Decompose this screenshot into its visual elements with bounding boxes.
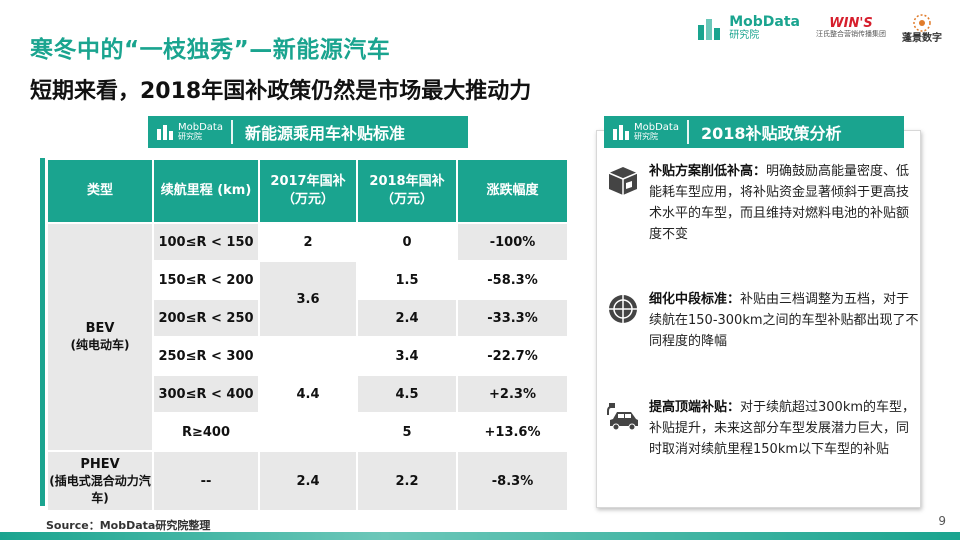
analysis-body: 对于续航超过300km的车型，补贴提升，未来这部分车型发展潜力巨大，同时取消对续… <box>649 400 916 457</box>
analysis-item: 细化中段标准：补贴由三档调整为五档，对于续航在150-300km之间的车型补贴都… <box>605 289 921 352</box>
y2017-cell: 2.4 <box>258 450 358 512</box>
badge-name: MobData <box>634 121 679 133</box>
panel-header-box: MobData 研究院 2018补贴政策分析 <box>604 116 904 148</box>
table-row: 150≤R < 200 3.6 1.5 -58.3% <box>47 260 569 338</box>
bev-sublabel: (纯电动车) <box>70 338 130 352</box>
range-cell: 100≤R < 150 <box>152 222 260 262</box>
y2017-cell: 3.6 <box>258 260 358 338</box>
penjing-logo-name: 蓬景数字 <box>902 32 942 44</box>
range-cell: -- <box>152 450 260 512</box>
logo-bar: MobData 研究院 WIN'S 汪氏整合营销传播集团 蓬景数字 <box>697 8 942 48</box>
badge-sub: 研究院 <box>178 132 202 142</box>
y2018-cell: 0 <box>356 222 458 262</box>
table-row: 300≤R < 400 4.5 +2.3% <box>47 374 569 414</box>
page-title: 寒冬中的“一枝独秀”—新能源汽车 <box>30 37 391 63</box>
page-subtitle: 短期来看，2018年国补政策仍然是市场最大推动力 <box>30 79 532 104</box>
change-cell: +13.6% <box>456 412 569 452</box>
table-row: BEV (纯电动车) 100≤R < 150 2 0 -100% <box>46 222 569 452</box>
col-header-2017: 2017年国补（万元） <box>258 158 358 224</box>
change-cell: +2.3% <box>456 374 569 414</box>
penjing-logo-icon <box>913 13 931 32</box>
mobdata-badge-icon <box>157 124 173 140</box>
wins-logo-sub: 汪氏整合营销传播集团 <box>816 30 886 39</box>
box-down-icon <box>608 167 638 195</box>
range-cell: 200≤R < 250 <box>152 298 260 338</box>
analysis-head: 提高顶端补贴： <box>649 400 741 415</box>
table-header-row: 类型 续航里程 (km) 2017年国补（万元） 2018年国补（万元） 涨跌幅… <box>46 158 569 224</box>
badge-sub: 研究院 <box>634 132 658 142</box>
range-cell: 250≤R < 300 <box>152 336 260 376</box>
table-header-box: MobData 研究院 新能源乘用车补贴标准 <box>148 116 468 148</box>
col-header-2018: 2018年国补（万元） <box>356 158 458 224</box>
crosshair-icon <box>607 293 639 325</box>
analysis-head: 细化中段标准： <box>649 292 741 307</box>
change-cell: -100% <box>456 222 569 262</box>
y2018-cell: 2.2 <box>356 450 458 512</box>
col-header-change: 涨跌幅度 <box>456 158 569 224</box>
table-row: PHEV (插电式混合动力汽车) -- 2.4 2.2 -8.3% <box>46 450 569 512</box>
phev-label: PHEV <box>80 456 120 472</box>
type-cell-phev: PHEV (插电式混合动力汽车) <box>46 450 154 512</box>
analysis-panel: 补贴方案削低补高：明确鼓励高能量密度、低能耗车型应用，将补贴资金显著倾斜于更高技… <box>596 130 921 508</box>
analysis-body: 明确鼓励高能量密度、低能耗车型应用，将补贴资金显著倾斜于更高技术水平的车型，而且… <box>649 164 910 242</box>
y2018-cell: 3.4 <box>356 336 458 376</box>
table-row: 250≤R < 300 4.4 3.4 -22.7% <box>47 336 569 452</box>
mobdata-logo-sub: 研究院 <box>729 30 760 42</box>
y2018-cell: 1.5 <box>356 260 458 300</box>
type-cell-bev: BEV (纯电动车) <box>46 222 154 452</box>
analysis-body: 补贴由三档调整为五档，对于续航在150-300km之间的车型补贴都出现了不同程度… <box>649 292 919 349</box>
analysis-head: 补贴方案削低补高： <box>649 164 767 179</box>
table-header-badge: MobData 研究院 <box>148 121 231 142</box>
wins-logo-name: WIN'S <box>829 16 873 31</box>
header-separator <box>686 120 689 144</box>
change-cell: -58.3% <box>456 260 569 300</box>
y2017-cell: 2 <box>258 222 358 262</box>
change-cell: -22.7% <box>456 336 569 376</box>
penjing-logo: 蓬景数字 <box>902 13 942 44</box>
y2018-cell: 4.5 <box>356 374 458 414</box>
header-separator <box>230 120 233 144</box>
subsidy-table: 类型 续航里程 (km) 2017年国补（万元） 2018年国补（万元） 涨跌幅… <box>46 158 569 512</box>
range-cell: R≥400 <box>152 412 260 452</box>
table-header-label: 新能源乘用车补贴标准 <box>244 124 405 143</box>
y2017-cell: 4.4 <box>258 336 358 452</box>
table-row: 200≤R < 250 2.4 -33.3% <box>47 298 569 338</box>
mobdata-badge-icon <box>613 124 629 140</box>
table-accent-bar <box>40 158 45 506</box>
change-cell: -33.3% <box>456 298 569 338</box>
analysis-item: 提高顶端补贴：对于续航超过300km的车型，补贴提升，未来这部分车型发展潜力巨大… <box>605 397 921 460</box>
wins-logo: WIN'S 汪氏整合营销传播集团 <box>816 16 886 39</box>
source-note: Source：MobData研究院整理 <box>46 519 211 532</box>
change-cell: -8.3% <box>456 450 569 512</box>
range-cell: 150≤R < 200 <box>152 260 260 300</box>
mobdata-logo: MobData 研究院 <box>697 13 800 42</box>
panel-header-badge: MobData 研究院 <box>604 121 687 142</box>
analysis-item: 补贴方案削低补高：明确鼓励高能量密度、低能耗车型应用，将补贴资金显著倾斜于更高技… <box>605 161 921 245</box>
col-header-type: 类型 <box>46 158 154 224</box>
col-header-range: 续航里程 (km) <box>152 158 260 224</box>
footer-band <box>0 532 960 540</box>
badge-name: MobData <box>178 121 223 133</box>
table-row: R≥400 5 +13.6% <box>47 412 569 452</box>
mobdata-logo-icon <box>698 18 721 40</box>
bev-label: BEV <box>85 321 115 336</box>
panel-header-label: 2018补贴政策分析 <box>700 124 842 143</box>
electric-car-icon <box>607 403 638 431</box>
mobdata-logo-name: MobData <box>729 13 800 30</box>
page-number: 9 <box>938 514 946 528</box>
phev-sublabel: (插电式混合动力汽车) <box>49 473 151 505</box>
y2018-cell: 2.4 <box>356 298 458 338</box>
y2018-cell: 5 <box>356 412 458 452</box>
range-cell: 300≤R < 400 <box>152 374 260 414</box>
